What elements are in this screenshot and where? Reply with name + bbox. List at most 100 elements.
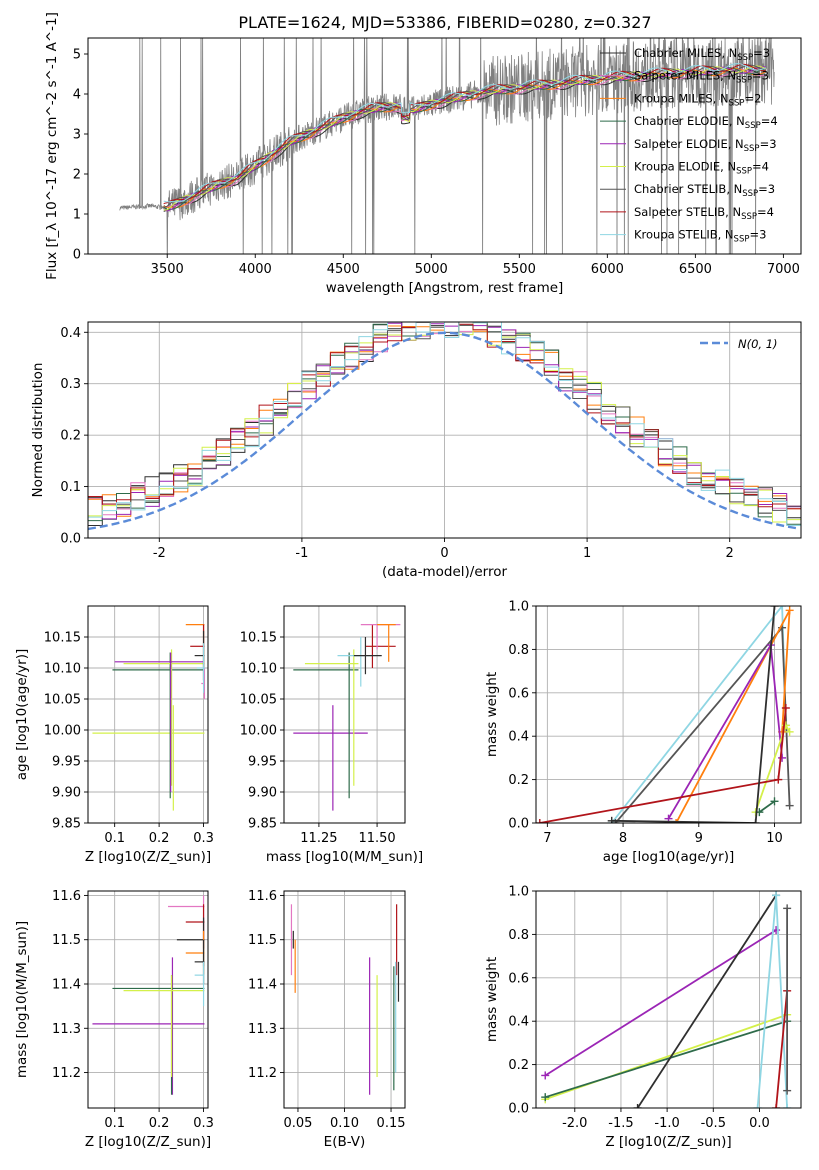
age_vs_Z-xtick-label: 0.2	[149, 831, 170, 846]
mass-weight-line	[611, 606, 776, 823]
mass_vs_ebv-ytick-label: 11.5	[248, 933, 277, 948]
residual-histograms	[88, 322, 801, 531]
age_vs_mass-ytick-label: 10.05	[240, 693, 277, 708]
legend-entry: Salpeter MILES, NSSP=3	[634, 69, 769, 86]
weight_vs_Z-axes: -2.0 -1.5 -1.0 -0.5 0.0 0.0 0.2 0.4 0.6 0.8 1.0	[508, 885, 801, 1131]
mass-weight-line	[756, 895, 788, 1108]
mass_vs_Z-xtick-label: 0.1	[104, 1116, 125, 1131]
weight_vs_age-frame	[535, 605, 802, 824]
model-fit-line	[163, 64, 766, 208]
weight_vs_age-ylabel: mass weight	[484, 672, 500, 757]
residuals-xtick-label: -2	[153, 546, 166, 561]
legend-entry: Chabrier ELODIE, NSSP=4	[634, 114, 778, 131]
legend-entry: Kroupa STELIB, NSSP=3	[634, 228, 766, 245]
mass_vs_ebv-ytick-label: 11.2	[248, 1066, 277, 1081]
mass_vs_Z-xlabel: Z [log10(Z/Z_sun)]	[85, 1134, 211, 1150]
spectrum-ylabel: Flux [f_λ 10^-17 erg cm^-2 s^-1 A^-1]	[44, 12, 60, 280]
mass_vs_ebv-ytick-label: 11.6	[248, 889, 277, 904]
age_vs_Z-xtick-label: 0.1	[104, 831, 125, 846]
age_vs_mass-xtick-label: 11.25	[300, 831, 337, 846]
model-fit-line	[163, 67, 766, 210]
spectrum-legend: Chabrier MILES, NSSP=3 Salpeter MILES, NS…	[600, 46, 778, 245]
mass_vs_ebv-xtick-label: 0.05	[283, 1116, 312, 1131]
residuals-xtick-label: -1	[295, 546, 308, 561]
mass_vs_Z-xtick-label: 0.3	[193, 1116, 214, 1131]
residuals-ytick-label: 0.2	[60, 429, 81, 444]
spectrum-xtick-label: 4000	[239, 262, 272, 277]
mass-weight-line	[636, 894, 777, 1108]
weight_vs_age-xtick-label: 10	[766, 831, 783, 846]
age_vs_Z-ytick-label: 10.00	[44, 724, 81, 739]
model-fit-line	[163, 63, 766, 203]
age_vs_Z-ytick-label: 9.85	[52, 817, 81, 832]
age_vs_Z-ytick-label: 9.90	[52, 786, 81, 801]
residuals-ylabel: Normed distribution	[30, 363, 46, 498]
spectrum-axes: 3500 4000 4500 5000 5500 6000 6500 7000 0 1 2 3 4 5	[73, 48, 800, 278]
mass_vs_ebv-frame	[283, 890, 406, 1109]
weight_vs_age-ytick-label: 0.6	[508, 686, 529, 701]
mass-weight-line	[544, 1020, 788, 1099]
spectrum-xtick-label: 5000	[415, 262, 448, 277]
mass_vs_Z-ytick-label: 11.2	[52, 1066, 81, 1081]
weight_vs_Z-xtick-label: 0.0	[749, 1116, 770, 1131]
age_vs_mass-frame	[283, 605, 406, 824]
mass_vs_ebv-ytick-label: 11.3	[248, 1022, 277, 1037]
residuals-xlabel: (data-model)/error	[382, 564, 508, 580]
age_vs_Z-ylabel: age [log10(age/yr)]	[14, 649, 30, 781]
weight_vs_Z-ylabel: mass weight	[484, 957, 500, 1042]
weight_vs_Z-xlabel: Z [log10(Z/Z_sun)]	[605, 1134, 731, 1150]
mass_vs_Z-points	[92, 895, 205, 1095]
mass_vs_ebv-axes: 0.05 0.10 0.15 11.2 11.3 11.4 11.5 11.6	[248, 889, 405, 1131]
mass_vs_Z-xtick-label: 0.2	[149, 1116, 170, 1131]
spectrum-xtick-label: 3500	[151, 262, 184, 277]
mass_vs_Z-ytick-label: 11.4	[52, 978, 81, 993]
residuals-xtick-label: 0	[440, 546, 448, 561]
mass_vs_Z-frame	[87, 890, 209, 1109]
mass_vs_Z-ytick-label: 11.3	[52, 1022, 81, 1037]
spectrum-xtick-label: 4500	[327, 262, 360, 277]
age_vs_mass-ytick-label: 9.90	[248, 786, 277, 801]
residual-hist-step	[88, 322, 801, 527]
model-fit-line	[163, 63, 766, 205]
spectrum-ytick-label: 2	[73, 168, 81, 183]
spectrum-ytick-label: 1	[73, 208, 81, 223]
weight_vs_age-ytick-label: 0.2	[508, 773, 529, 788]
weight_vs_Z-ytick-label: 0.4	[508, 1015, 529, 1030]
weight_vs_age-xlabel: age [log10(age/yr)]	[603, 849, 735, 865]
mass_vs_Z-ytick-label: 11.6	[52, 889, 81, 904]
model-fit-line	[163, 68, 766, 209]
age_vs_mass-ytick-label: 9.85	[248, 817, 277, 832]
mass_vs_Z-axes: 0.1 0.2 0.3 11.2 11.3 11.4 11.5 11.6	[52, 889, 214, 1131]
mass_vs_ebv-xtick-label: 0.10	[330, 1116, 359, 1131]
weight_vs_age-lines	[536, 606, 794, 823]
weight_vs_Z-xtick-label: -0.5	[701, 1116, 726, 1131]
weight_vs_Z-ytick-label: 0.8	[508, 928, 529, 943]
gauss-legend-label: N(0, 1)	[738, 337, 778, 351]
spectrum-ytick-label: 5	[73, 48, 81, 63]
age_vs_Z-ytick-label: 10.10	[44, 662, 81, 677]
legend-entry: Salpeter STELIB, NSSP=4	[634, 205, 774, 222]
spectrum-ytick-label: 4	[73, 88, 81, 103]
spectrum-xlabel: wavelength [Angstrom, rest frame]	[326, 280, 564, 296]
age_vs_mass-axes: 11.25 11.50 9.85 9.90 9.95 10.00 10.05 10.10 10.…	[240, 606, 405, 846]
weight_vs_age-ytick-label: 1.0	[508, 600, 529, 615]
mass_vs_ebv-xlabel: E(B-V)	[324, 1134, 366, 1150]
mass-weight-line	[544, 929, 777, 1077]
legend-entry: Kroupa ELODIE, NSSP=4	[634, 160, 769, 177]
figure-title: PLATE=1624, MJD=53386, FIBERID=0280, z=0…	[238, 13, 651, 32]
weight_vs_age-ytick-label: 0.8	[508, 643, 529, 658]
spectrum-traces	[119, 38, 775, 254]
legend-entry: Chabrier STELIB, NSSP=3	[634, 182, 775, 199]
spectrum-frame	[87, 37, 802, 255]
weight_vs_age-ytick-label: 0.4	[508, 730, 529, 745]
weight_vs_Z-xtick-label: -2.0	[562, 1116, 587, 1131]
residuals-xtick-label: 2	[726, 546, 734, 561]
mass-weight-line	[539, 707, 787, 823]
mass_vs_ebv-ytick-label: 11.4	[248, 978, 277, 993]
age_vs_Z-xlabel: Z [log10(Z/Z_sun)]	[85, 849, 211, 865]
residuals-axes: -2 -1 0 1 2 0.0 0.1 0.2 0.3 0.4	[60, 322, 801, 561]
mass-weight-line	[758, 800, 776, 813]
age_vs_mass-ytick-label: 10.10	[240, 662, 277, 677]
spectrum-xtick-label: 7000	[767, 262, 800, 277]
